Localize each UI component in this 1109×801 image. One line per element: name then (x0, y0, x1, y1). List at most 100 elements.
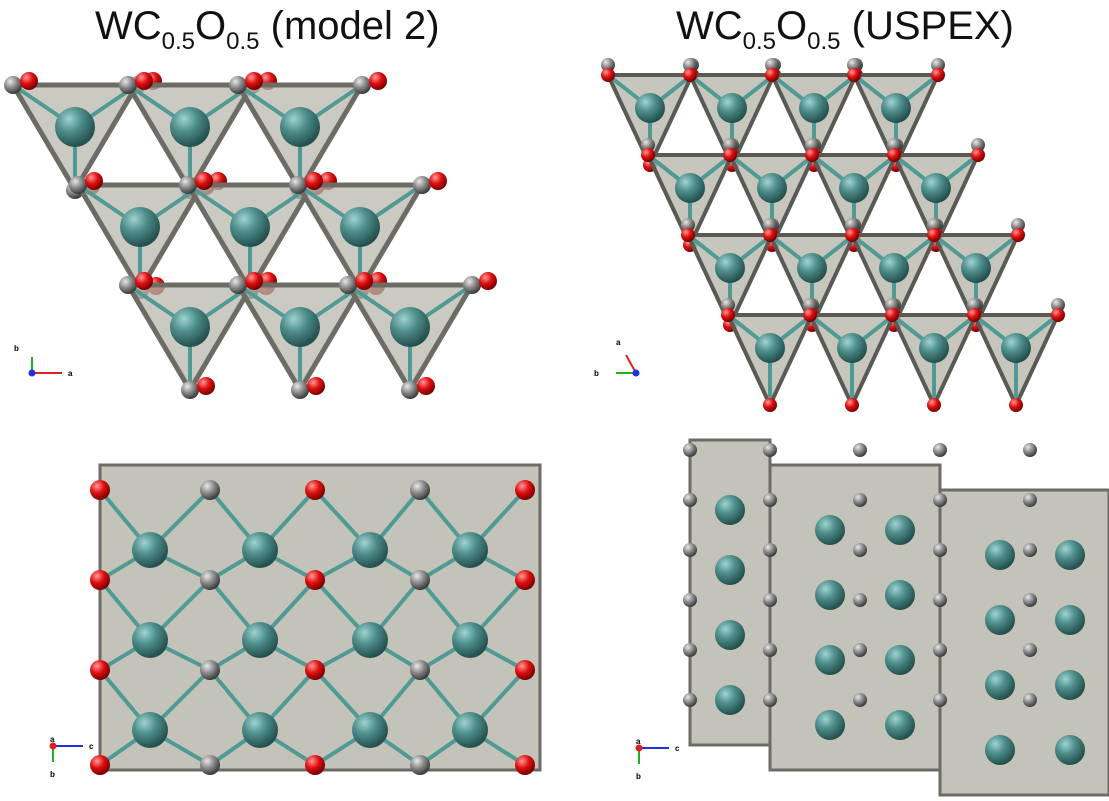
carbon-atom (763, 443, 777, 457)
oxygen-atom (601, 68, 615, 82)
tungsten-atom (120, 207, 160, 247)
carbon-atom (853, 493, 867, 507)
tungsten-atom (352, 622, 388, 658)
carbon-atom (1023, 543, 1037, 557)
tungsten-atom (885, 580, 915, 610)
carbon-atom (601, 58, 615, 72)
tungsten-atom (132, 712, 168, 748)
oxygen-atom (90, 480, 110, 500)
carbon-atom (967, 298, 981, 312)
tungsten-atom (170, 307, 210, 347)
tungsten-atom (340, 207, 380, 247)
title-right-mid: O (776, 4, 808, 48)
tungsten-atom (985, 735, 1015, 765)
carbon-atom (933, 543, 947, 557)
tungsten-atom (132, 532, 168, 568)
carbon-atom (410, 480, 430, 500)
carbon-atom (683, 493, 697, 507)
oxygen-atom (763, 228, 777, 242)
oxygen-atom (967, 308, 981, 322)
tungsten-atom (815, 580, 845, 610)
carbon-atom (339, 276, 357, 294)
tungsten-atom (715, 620, 745, 650)
carbon-atom (200, 660, 220, 680)
axis-label-c: c (89, 742, 94, 751)
carbon-atom (410, 570, 430, 590)
carbon-atom (410, 660, 430, 680)
carbon-atom (683, 643, 697, 657)
tungsten-atom (715, 685, 745, 715)
oxygen-atom (85, 172, 103, 190)
carbon-atom (200, 570, 220, 590)
oxygen-atom (90, 660, 110, 680)
tungsten-atom (921, 173, 951, 203)
oxygen-atom (197, 377, 215, 395)
tungsten-atom (799, 93, 829, 123)
carbon-atom (683, 593, 697, 607)
oxygen-atom (429, 172, 447, 190)
oxygen-atom (847, 68, 861, 82)
carbon-atom (229, 276, 247, 294)
oxygen-atom (927, 398, 941, 412)
carbon-atom (683, 693, 697, 707)
tungsten-atom (1055, 540, 1085, 570)
carbon-atom (401, 381, 419, 399)
tungsten-atom (797, 253, 827, 283)
oxygen-atom (765, 68, 779, 82)
carbon-atom (1023, 493, 1037, 507)
carbon-atom (763, 693, 777, 707)
tungsten-atom (715, 555, 745, 585)
carbon-atom (683, 58, 697, 72)
carbon-atom (885, 298, 899, 312)
tungsten-atom (839, 173, 869, 203)
oxygen-atom (1051, 308, 1065, 322)
title-right-sub2: 0.5 (807, 28, 841, 55)
carbon-atom (119, 276, 137, 294)
title-left-sub2: 0.5 (226, 28, 260, 55)
tungsten-atom (757, 173, 787, 203)
carbon-atom (931, 58, 945, 72)
oxygen-atom (683, 68, 697, 82)
oxygen-atom (1009, 398, 1023, 412)
oxygen-atom (479, 272, 497, 290)
oxygen-atom (721, 308, 735, 322)
tungsten-atom (715, 495, 745, 525)
oxygen-atom (515, 755, 535, 775)
carbon-atom (847, 58, 861, 72)
tungsten-atom (390, 307, 430, 347)
oxygen-atom (1011, 228, 1025, 242)
carbon-atom (291, 381, 309, 399)
oxygen-atom (245, 72, 263, 90)
carbon-atom (1023, 443, 1037, 457)
oxygen-atom (307, 377, 325, 395)
carbon-atom (927, 218, 941, 232)
oxygen-atom (369, 72, 387, 90)
oxygen-atom (417, 377, 435, 395)
oxygen-atom (805, 148, 819, 162)
tungsten-atom (985, 605, 1015, 635)
tungsten-atom (280, 107, 320, 147)
carbon-atom (853, 643, 867, 657)
tungsten-atom (55, 107, 95, 147)
oxygen-atom (971, 148, 985, 162)
carbon-atom (933, 493, 947, 507)
oxygen-atom (305, 480, 325, 500)
axis-label-a: a (68, 369, 73, 378)
carbon-atom (763, 643, 777, 657)
oxygen-atom (515, 480, 535, 500)
carbon-atom (289, 176, 307, 194)
carbon-atom (803, 298, 817, 312)
carbon-atom (69, 176, 87, 194)
tungsten-atom (837, 333, 867, 363)
title-uspex: WC0.5O0.5 (USPEX) (676, 4, 1014, 56)
carbon-atom (763, 593, 777, 607)
carbon-atom (1051, 298, 1065, 312)
carbon-atom (805, 138, 819, 152)
carbon-atom (413, 176, 431, 194)
carbon-atom (229, 76, 247, 94)
tungsten-atom (885, 515, 915, 545)
tungsten-atom (715, 253, 745, 283)
title-model-2: WC0.5O0.5 (model 2) (95, 4, 440, 56)
carbon-atom (1011, 218, 1025, 232)
tungsten-atom (985, 540, 1015, 570)
